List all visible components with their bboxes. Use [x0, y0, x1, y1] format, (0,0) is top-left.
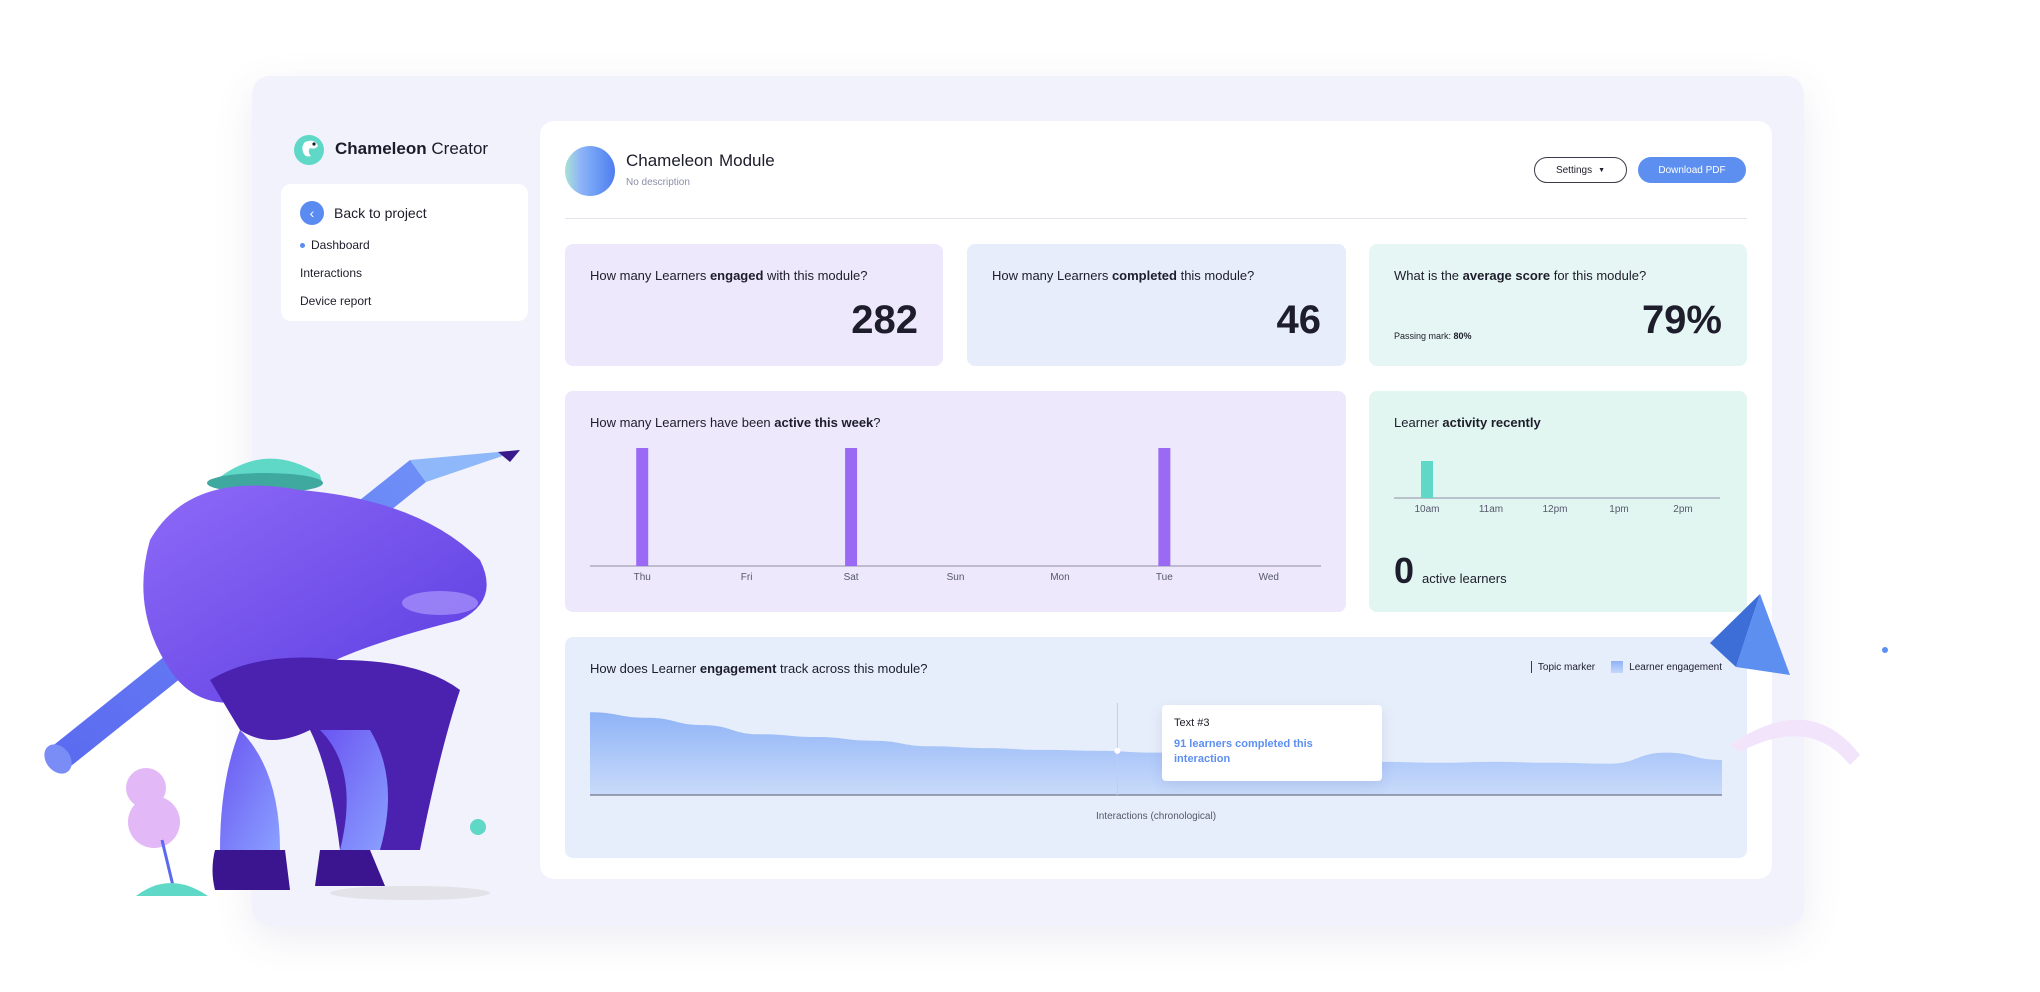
- tick-label: Fri: [741, 572, 753, 583]
- tooltip-title: Text #3: [1174, 717, 1210, 729]
- chart-legend: Topic marker Learner engagement: [1530, 661, 1722, 673]
- engagement-swatch: [1611, 661, 1624, 673]
- completed-card: How many Learners completed this module?…: [967, 244, 1346, 366]
- tick-label: Wed: [1259, 572, 1279, 583]
- sidebar-item-dashboard[interactable]: Dashboard: [300, 237, 509, 253]
- brand[interactable]: Chameleon Creator: [293, 132, 488, 166]
- sidebar-item-label: Dashboard: [311, 238, 370, 252]
- legend-learner-engagement: Learner engagement: [1611, 661, 1722, 673]
- sidebar: ‹ Back to project Dashboard Interactions…: [281, 184, 528, 321]
- active-learners-label: active learners: [1422, 571, 1507, 586]
- back-to-project-button[interactable]: ‹ Back to project: [300, 200, 509, 226]
- bar: [845, 448, 858, 566]
- sidebar-item-label: Device report: [300, 294, 372, 308]
- engaged-card: How many Learners engaged with this modu…: [565, 244, 943, 366]
- settings-label: Settings: [1555, 164, 1593, 176]
- completed-count: 46: [1276, 298, 1322, 342]
- chameleon-logo-icon: [294, 135, 324, 165]
- card-question: How many Learners engaged with this modu…: [590, 268, 868, 283]
- recent-activity-card: Learner activity recently 10am 11am 12pm 1p…: [1369, 391, 1747, 612]
- brand-name: Chameleon Creator: [335, 139, 489, 158]
- character-illustration: [44, 450, 520, 900]
- module-description: No description: [626, 177, 690, 188]
- bar: [1158, 448, 1171, 566]
- passing-mark: Passing mark: 80%: [1394, 331, 1472, 341]
- card-question: How many Learners completed this module?: [992, 268, 1255, 283]
- tick-label: 11am: [1479, 504, 1503, 515]
- legend-label: Learner engagement: [1629, 661, 1722, 673]
- card-question: How many Learners have been active this …: [590, 415, 881, 430]
- weekly-activity-chart: Thu Fri Sat Sun Mon Tue Wed: [590, 448, 1321, 583]
- chart-tooltip: Text #3 91 learners completed this inter…: [1162, 705, 1382, 781]
- active-learners: 0 active learners: [1394, 550, 1507, 592]
- tick-label: Mon: [1050, 572, 1069, 583]
- decorative-shapes: [1710, 594, 1888, 765]
- sidebar-item-interactions[interactable]: Interactions: [300, 265, 509, 281]
- legend-label: Topic marker: [1537, 661, 1596, 673]
- tick-label: Sun: [947, 572, 965, 583]
- recent-activity-chart: 10am 11am 12pm 1pm 2pm: [1394, 461, 1720, 515]
- weekly-activity-card: How many Learners have been active this …: [565, 391, 1346, 612]
- tick-label: 2pm: [1673, 504, 1692, 515]
- page-title: Chameleon Module: [626, 151, 775, 170]
- marker-dot: [1114, 747, 1121, 754]
- topic-marker-swatch: [1530, 661, 1532, 673]
- tick-label: 1pm: [1609, 504, 1628, 515]
- legend-topic-marker: Topic marker: [1530, 661, 1596, 673]
- back-label: Back to project: [334, 205, 427, 221]
- bar: [1421, 461, 1433, 498]
- main-panel: Chameleon Module No description Settings …: [540, 121, 1772, 879]
- caret-down-icon: ▼: [1598, 166, 1606, 174]
- tick-label: 10am: [1414, 504, 1439, 515]
- download-pdf-button[interactable]: Download PDF: [1638, 157, 1746, 183]
- active-dot-icon: [300, 242, 305, 248]
- settings-dropdown-button[interactable]: Settings ▼: [1534, 157, 1627, 183]
- sidebar-item-label: Interactions: [300, 266, 363, 280]
- module-avatar: [565, 146, 615, 196]
- divider: [565, 218, 1747, 219]
- card-question: How does Learner engagement track across…: [590, 661, 928, 676]
- engagement-area: [590, 712, 1722, 795]
- engagement-area-chart[interactable]: [590, 703, 1722, 803]
- engaged-count: 282: [851, 298, 918, 342]
- average-score: 79%: [1641, 298, 1722, 342]
- engagement-track-card: How does Learner engagement track across…: [565, 637, 1747, 858]
- x-axis-label: Interactions (chronological): [1095, 811, 1217, 822]
- tick-label: Tue: [1156, 572, 1173, 583]
- score-card: What is the average score for this modul…: [1369, 244, 1747, 366]
- tick-label: Thu: [634, 572, 651, 583]
- active-learners-count: 0: [1394, 550, 1415, 591]
- tick-label: 12pm: [1542, 504, 1567, 515]
- sidebar-item-device-report[interactable]: Device report: [300, 293, 509, 309]
- tick-label: Sat: [844, 572, 859, 583]
- chevron-left-icon: ‹: [300, 201, 324, 225]
- card-question: What is the average score for this modul…: [1394, 268, 1647, 283]
- card-question: Learner activity recently: [1394, 415, 1541, 430]
- tooltip-text: 91 learners completed this interaction: [1174, 738, 1313, 765]
- bar: [636, 448, 649, 566]
- module-header: Chameleon Module No description: [626, 151, 775, 188]
